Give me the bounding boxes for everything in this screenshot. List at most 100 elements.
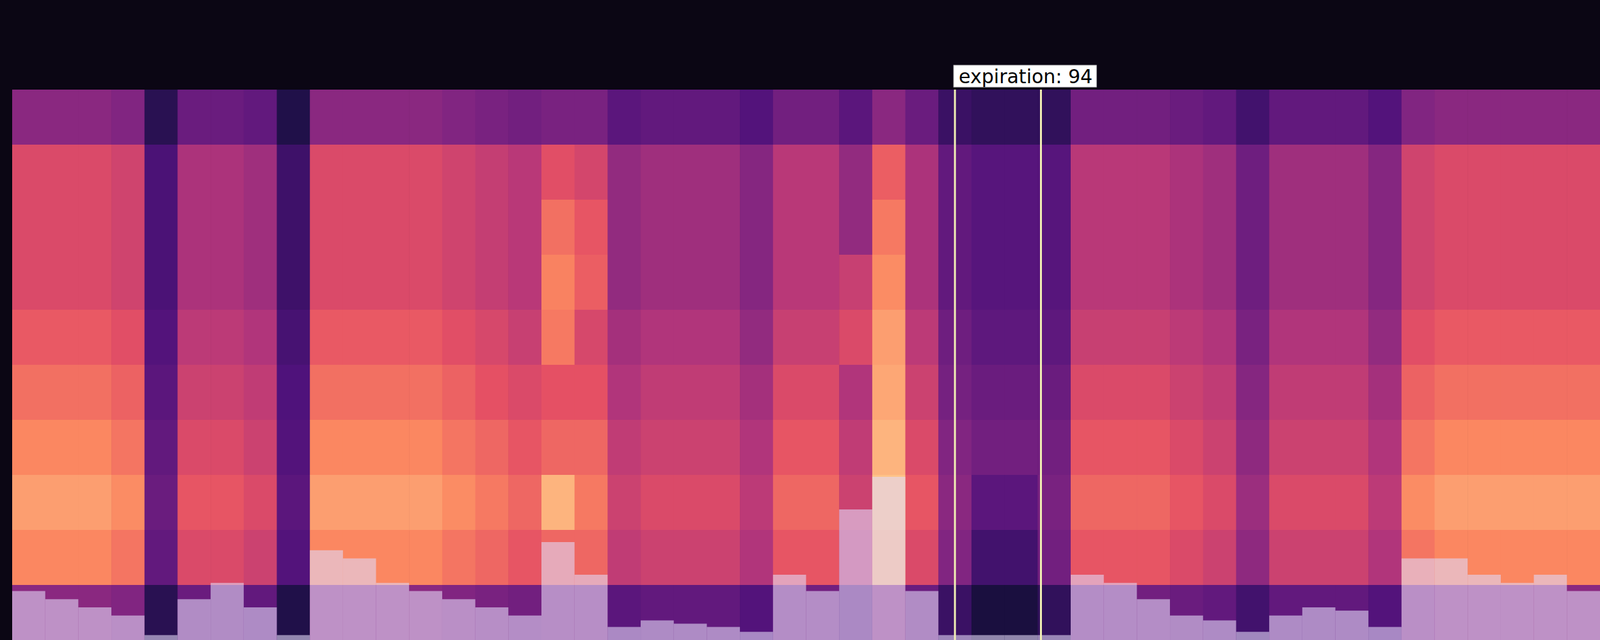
- heatmap-cell: [574, 364, 608, 421]
- heatmap-cell: [1070, 474, 1104, 531]
- plot-area: [12, 89, 1600, 640]
- heatmap-cell: [1037, 199, 1071, 256]
- heatmap-cell: [574, 254, 608, 311]
- heatmap-cell: [1302, 364, 1336, 421]
- heatmap-cell: [309, 474, 344, 531]
- heatmap-cell: [1368, 529, 1402, 586]
- heatmap-cell: [640, 529, 674, 586]
- heatmap-cell: [12, 364, 46, 421]
- heatmap-cell: [1401, 364, 1435, 421]
- heatmap-cell: [144, 474, 178, 531]
- heatmap-cell: [144, 364, 178, 421]
- heatmap-cell: [45, 474, 79, 531]
- heatmap-cell: [1368, 144, 1402, 201]
- heatmap-cell: [1368, 199, 1402, 256]
- heatmap-cell: [739, 529, 774, 586]
- heatmap-cell: [706, 309, 740, 366]
- waveform-bar: [1335, 610, 1369, 640]
- waveform-bar: [971, 634, 1005, 640]
- heatmap-cell: [309, 364, 344, 421]
- heatmap-cell: [1534, 89, 1568, 146]
- heatmap-cell: [1534, 254, 1568, 311]
- heatmap-cell: [806, 364, 840, 421]
- heatmap-cell: [872, 89, 906, 146]
- heatmap-cell: [739, 89, 774, 146]
- waveform-bar: [1136, 599, 1170, 640]
- heatmap-cell: [408, 199, 443, 256]
- waveform-bar: [1004, 634, 1039, 640]
- heatmap-cell: [773, 419, 807, 476]
- heatmap-cell: [442, 254, 476, 311]
- heatmap-cell: [343, 309, 377, 366]
- heatmap-cell: [376, 89, 410, 146]
- heatmap-cell: [343, 199, 377, 256]
- heatmap-cell: [1004, 529, 1039, 586]
- heatmap-cell: [1500, 144, 1535, 201]
- heatmap-cell: [1401, 254, 1435, 311]
- heatmap-cell: [905, 529, 939, 586]
- heatmap-cell: [144, 89, 178, 146]
- heatmap-cell: [806, 584, 840, 640]
- waveform-bar: [607, 627, 641, 640]
- heatmap-cell: [607, 89, 641, 146]
- heatmap-cell: [78, 199, 112, 256]
- heatmap-cell: [111, 254, 145, 311]
- heatmap-cell: [45, 89, 79, 146]
- heatmap-cell: [1235, 254, 1270, 311]
- heatmap-cell: [277, 419, 311, 476]
- heatmap-cell: [1467, 419, 1501, 476]
- heatmap-cell: [706, 364, 740, 421]
- heatmap-cell: [508, 529, 542, 586]
- heatmap-cell: [1500, 254, 1535, 311]
- heatmap-cell: [475, 199, 509, 256]
- heatmap-cell: [673, 474, 708, 531]
- heatmap-cell: [1368, 364, 1402, 421]
- heatmap-cell: [177, 474, 211, 531]
- heatmap-cell: [673, 419, 708, 476]
- heatmap-cell: [1203, 254, 1237, 311]
- heatmap-cell: [773, 89, 807, 146]
- annotation-label: expiration: 94: [958, 65, 1093, 88]
- heatmap-cell: [1136, 254, 1170, 311]
- heatmap-cell: [773, 199, 807, 256]
- heatmap-cell: [78, 89, 112, 146]
- heatmap-cell: [1104, 419, 1138, 476]
- heatmap-cell: [243, 254, 278, 311]
- heatmap-cell: [1335, 254, 1369, 311]
- heatmap-cell: [1104, 144, 1138, 201]
- heatmap-cell: [475, 364, 509, 421]
- heatmap-cell: [408, 529, 443, 586]
- heatmap-cell: [111, 419, 145, 476]
- heatmap-cell: [971, 419, 1005, 476]
- heatmap-cell: [277, 364, 311, 421]
- heatmap-cell: [12, 419, 46, 476]
- heatmap-cell: [1037, 584, 1071, 640]
- background: [0, 0, 1600, 640]
- heatmap-cell: [905, 419, 939, 476]
- heatmap-cell: [773, 144, 807, 201]
- heatmap-cell: [1037, 529, 1071, 586]
- heatmap-cell: [177, 419, 211, 476]
- heatmap-cell: [574, 309, 608, 366]
- heatmap-cell: [1037, 254, 1071, 311]
- heatmap-cell: [1070, 144, 1104, 201]
- heatmap-cell: [1235, 419, 1270, 476]
- heatmap-cell: [1467, 309, 1501, 366]
- heatmap-cell: [78, 474, 112, 531]
- heatmap-cell: [673, 364, 708, 421]
- heatmap-cell: [1136, 474, 1170, 531]
- waveform-bar: [12, 591, 46, 640]
- heatmap-cell: [706, 89, 740, 146]
- heatmap-cell: [508, 89, 542, 146]
- heatmap-cell: [607, 584, 641, 640]
- heatmap-cell: [1235, 309, 1270, 366]
- heatmap-cell: [309, 419, 344, 476]
- heatmap-cell: [508, 419, 542, 476]
- heatmap-cell: [12, 144, 46, 201]
- heatmap-cell: [277, 529, 311, 586]
- waveform-bar: [1467, 574, 1501, 640]
- heatmap-cell: [1070, 419, 1104, 476]
- heatmap-cell: [1203, 144, 1237, 201]
- heatmap-cell: [1434, 89, 1469, 146]
- heatmap-cell: [1335, 309, 1369, 366]
